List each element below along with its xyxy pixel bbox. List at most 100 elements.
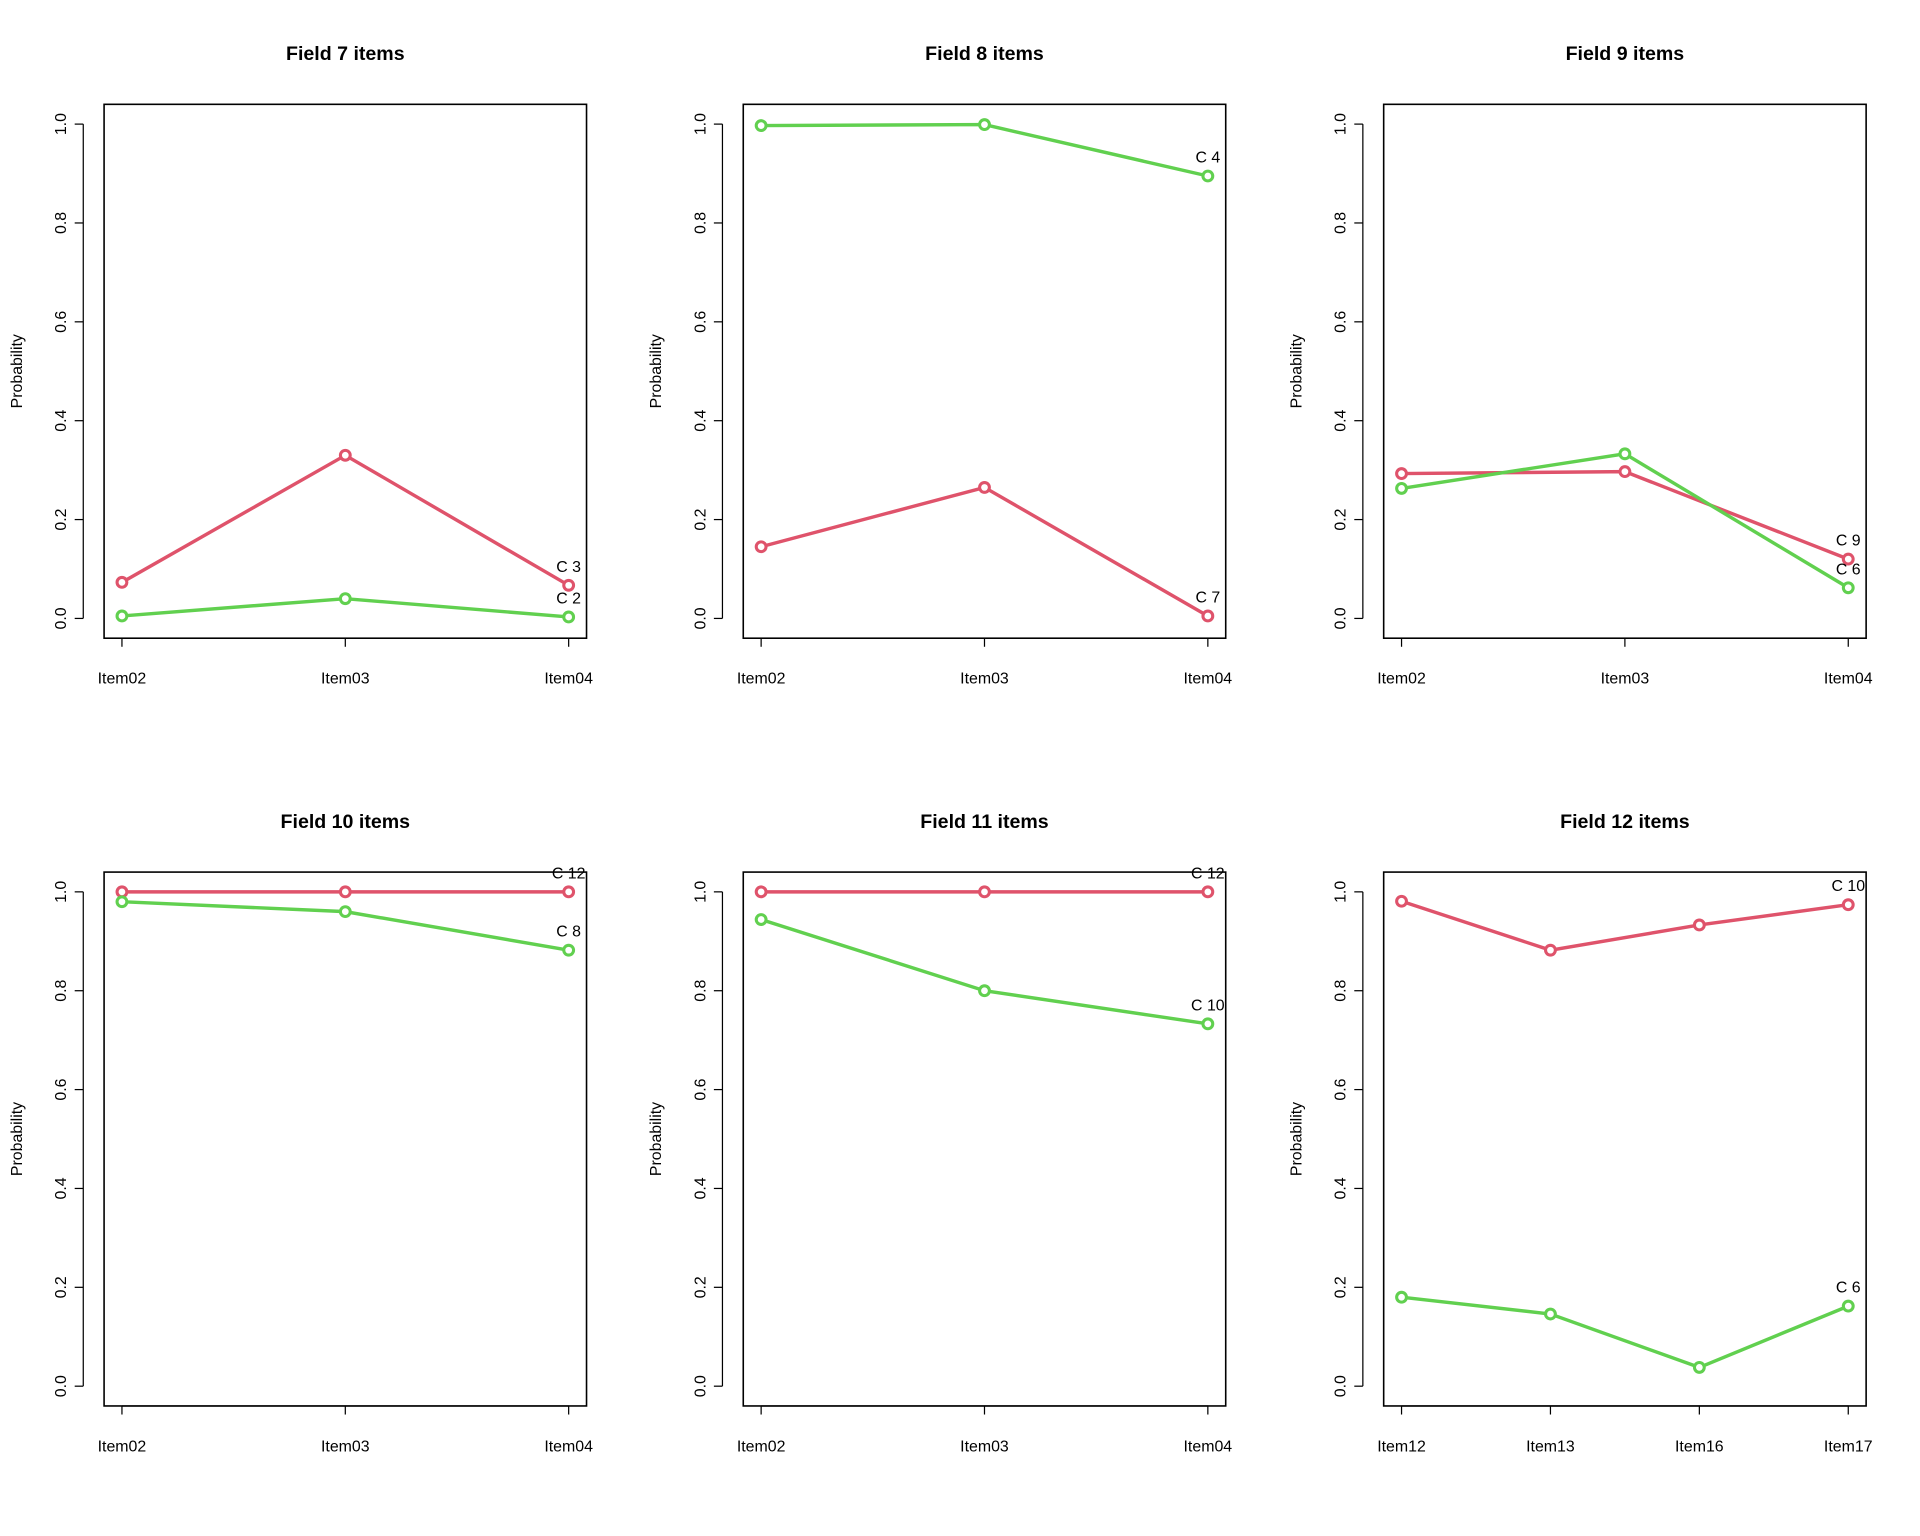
data-point bbox=[1201, 885, 1215, 899]
data-point bbox=[562, 885, 576, 899]
y-tick-label: 0.4 bbox=[53, 409, 70, 431]
end-label: C 12 bbox=[552, 865, 586, 882]
y-tick-label: 0.2 bbox=[53, 508, 70, 530]
y-tick-label: 0.4 bbox=[692, 409, 709, 431]
y-tick-label: 1.0 bbox=[1333, 881, 1350, 903]
y-axis-label: Probability bbox=[1289, 334, 1306, 408]
x-tick-label: Item12 bbox=[1377, 1438, 1426, 1455]
data-point bbox=[1841, 1299, 1855, 1313]
y-tick-label: 0.6 bbox=[692, 311, 709, 333]
y-tick-label: 0.8 bbox=[53, 212, 70, 234]
end-label: C 7 bbox=[1195, 589, 1220, 606]
panel: Field 9 items Probability 0.0 0.2 0.4 0.6 0.8 1… bbox=[1289, 43, 1873, 687]
data-point bbox=[338, 905, 352, 919]
data-point bbox=[754, 540, 768, 554]
x-tick-label: Item02 bbox=[737, 671, 786, 688]
x-tick-label: Item03 bbox=[321, 1438, 370, 1455]
data-point bbox=[1395, 467, 1408, 481]
data-point bbox=[338, 448, 352, 462]
y-tick-label: 0.8 bbox=[1333, 212, 1350, 234]
chart-title: Field 7 items bbox=[286, 43, 405, 65]
chart-title: Field 9 items bbox=[1566, 43, 1685, 65]
end-label: C 6 bbox=[1836, 561, 1861, 578]
data-point bbox=[338, 885, 352, 899]
y-tick-label: 0.2 bbox=[1333, 1276, 1350, 1298]
end-label: C 12 bbox=[1191, 865, 1225, 882]
chart-title: Field 8 items bbox=[925, 43, 1044, 65]
x-tick-label: Item13 bbox=[1526, 1438, 1575, 1455]
y-tick-label: 1.0 bbox=[692, 881, 709, 903]
x-tick-label: Item04 bbox=[544, 671, 593, 688]
y-tick-label: 0.2 bbox=[692, 1276, 709, 1298]
data-point bbox=[115, 609, 129, 623]
y-tick-label: 0.8 bbox=[692, 212, 709, 234]
y-tick-label: 1.0 bbox=[53, 113, 70, 135]
series-line bbox=[1401, 1295, 1849, 1370]
end-label: C 10 bbox=[1831, 878, 1865, 895]
data-point bbox=[1618, 465, 1632, 479]
y-tick-label: 0.4 bbox=[692, 1177, 709, 1199]
panel: Field 11 items Probability 0.0 0.2 0.4 0.6 0.8… bbox=[648, 811, 1232, 1455]
data-point bbox=[1201, 1017, 1215, 1031]
data-point bbox=[115, 885, 129, 899]
y-tick-label: 1.0 bbox=[692, 113, 709, 135]
series-line bbox=[121, 453, 570, 587]
y-tick-label: 0.0 bbox=[53, 607, 70, 629]
y-axis-label: Probability bbox=[648, 1102, 665, 1176]
data-point bbox=[1544, 1307, 1557, 1321]
panel: Field 12 items Probability 0.0 0.2 0.4 0.6 0.8… bbox=[1289, 811, 1873, 1455]
data-point bbox=[1395, 481, 1408, 495]
x-tick-label: Item17 bbox=[1824, 1438, 1873, 1455]
y-axis-label: Probability bbox=[9, 1102, 26, 1176]
data-point bbox=[1692, 918, 1706, 932]
data-point bbox=[1395, 1290, 1408, 1304]
panel: Field 10 items Probability 0.0 0.2 0.4 0.6 0.8… bbox=[9, 811, 593, 1455]
y-tick-label: 0.0 bbox=[692, 1375, 709, 1397]
plot-frame bbox=[742, 871, 1227, 1407]
chart-title: Field 11 items bbox=[920, 811, 1049, 833]
y-tick-label: 0.8 bbox=[53, 980, 70, 1002]
x-tick-label: Item02 bbox=[1377, 671, 1426, 688]
data-point bbox=[1395, 894, 1408, 908]
plot-frame bbox=[1382, 871, 1867, 1407]
plot-frame bbox=[742, 103, 1227, 639]
data-point bbox=[1618, 447, 1632, 461]
plot-frame bbox=[1382, 103, 1867, 639]
data-point bbox=[754, 885, 768, 899]
end-label: C 9 bbox=[1836, 533, 1861, 550]
data-point bbox=[1201, 169, 1215, 183]
data-point bbox=[115, 895, 129, 909]
x-tick-label: Item04 bbox=[1184, 1438, 1233, 1455]
x-tick-label: Item03 bbox=[960, 1438, 1009, 1455]
y-tick-label: 0.2 bbox=[1333, 508, 1350, 530]
end-label: C 10 bbox=[1191, 997, 1225, 1014]
data-point bbox=[1201, 609, 1215, 623]
x-tick-label: Item02 bbox=[98, 671, 147, 688]
x-tick-label: Item03 bbox=[960, 671, 1009, 688]
y-tick-label: 0.0 bbox=[692, 607, 709, 629]
series-line bbox=[1401, 899, 1849, 952]
panel: Field 7 items Probability 0.0 0.2 0.4 0.6 0.8 1… bbox=[9, 43, 593, 687]
y-tick-label: 1.0 bbox=[1333, 113, 1350, 135]
data-point bbox=[338, 592, 352, 606]
data-point bbox=[115, 575, 129, 589]
y-tick-label: 0.6 bbox=[53, 311, 70, 333]
y-tick-label: 0.6 bbox=[53, 1078, 70, 1100]
y-axis-label: Probability bbox=[1289, 1102, 1306, 1176]
panel: Field 8 items Probability 0.0 0.2 0.4 0.6 0.8 1… bbox=[648, 43, 1232, 687]
data-point bbox=[978, 984, 991, 998]
data-point bbox=[1544, 943, 1557, 957]
series-line bbox=[761, 122, 1209, 178]
data-point bbox=[1841, 552, 1855, 566]
data-point bbox=[754, 913, 768, 926]
end-label: C 8 bbox=[556, 924, 581, 941]
y-tick-label: 0.4 bbox=[1333, 409, 1350, 431]
x-tick-label: Item03 bbox=[1601, 671, 1650, 688]
x-tick-label: Item04 bbox=[1824, 671, 1873, 688]
data-point bbox=[978, 885, 991, 899]
x-tick-label: Item04 bbox=[1184, 671, 1233, 688]
chart-title: Field 12 items bbox=[1560, 811, 1690, 833]
data-point bbox=[978, 118, 991, 132]
data-point bbox=[1841, 898, 1855, 912]
